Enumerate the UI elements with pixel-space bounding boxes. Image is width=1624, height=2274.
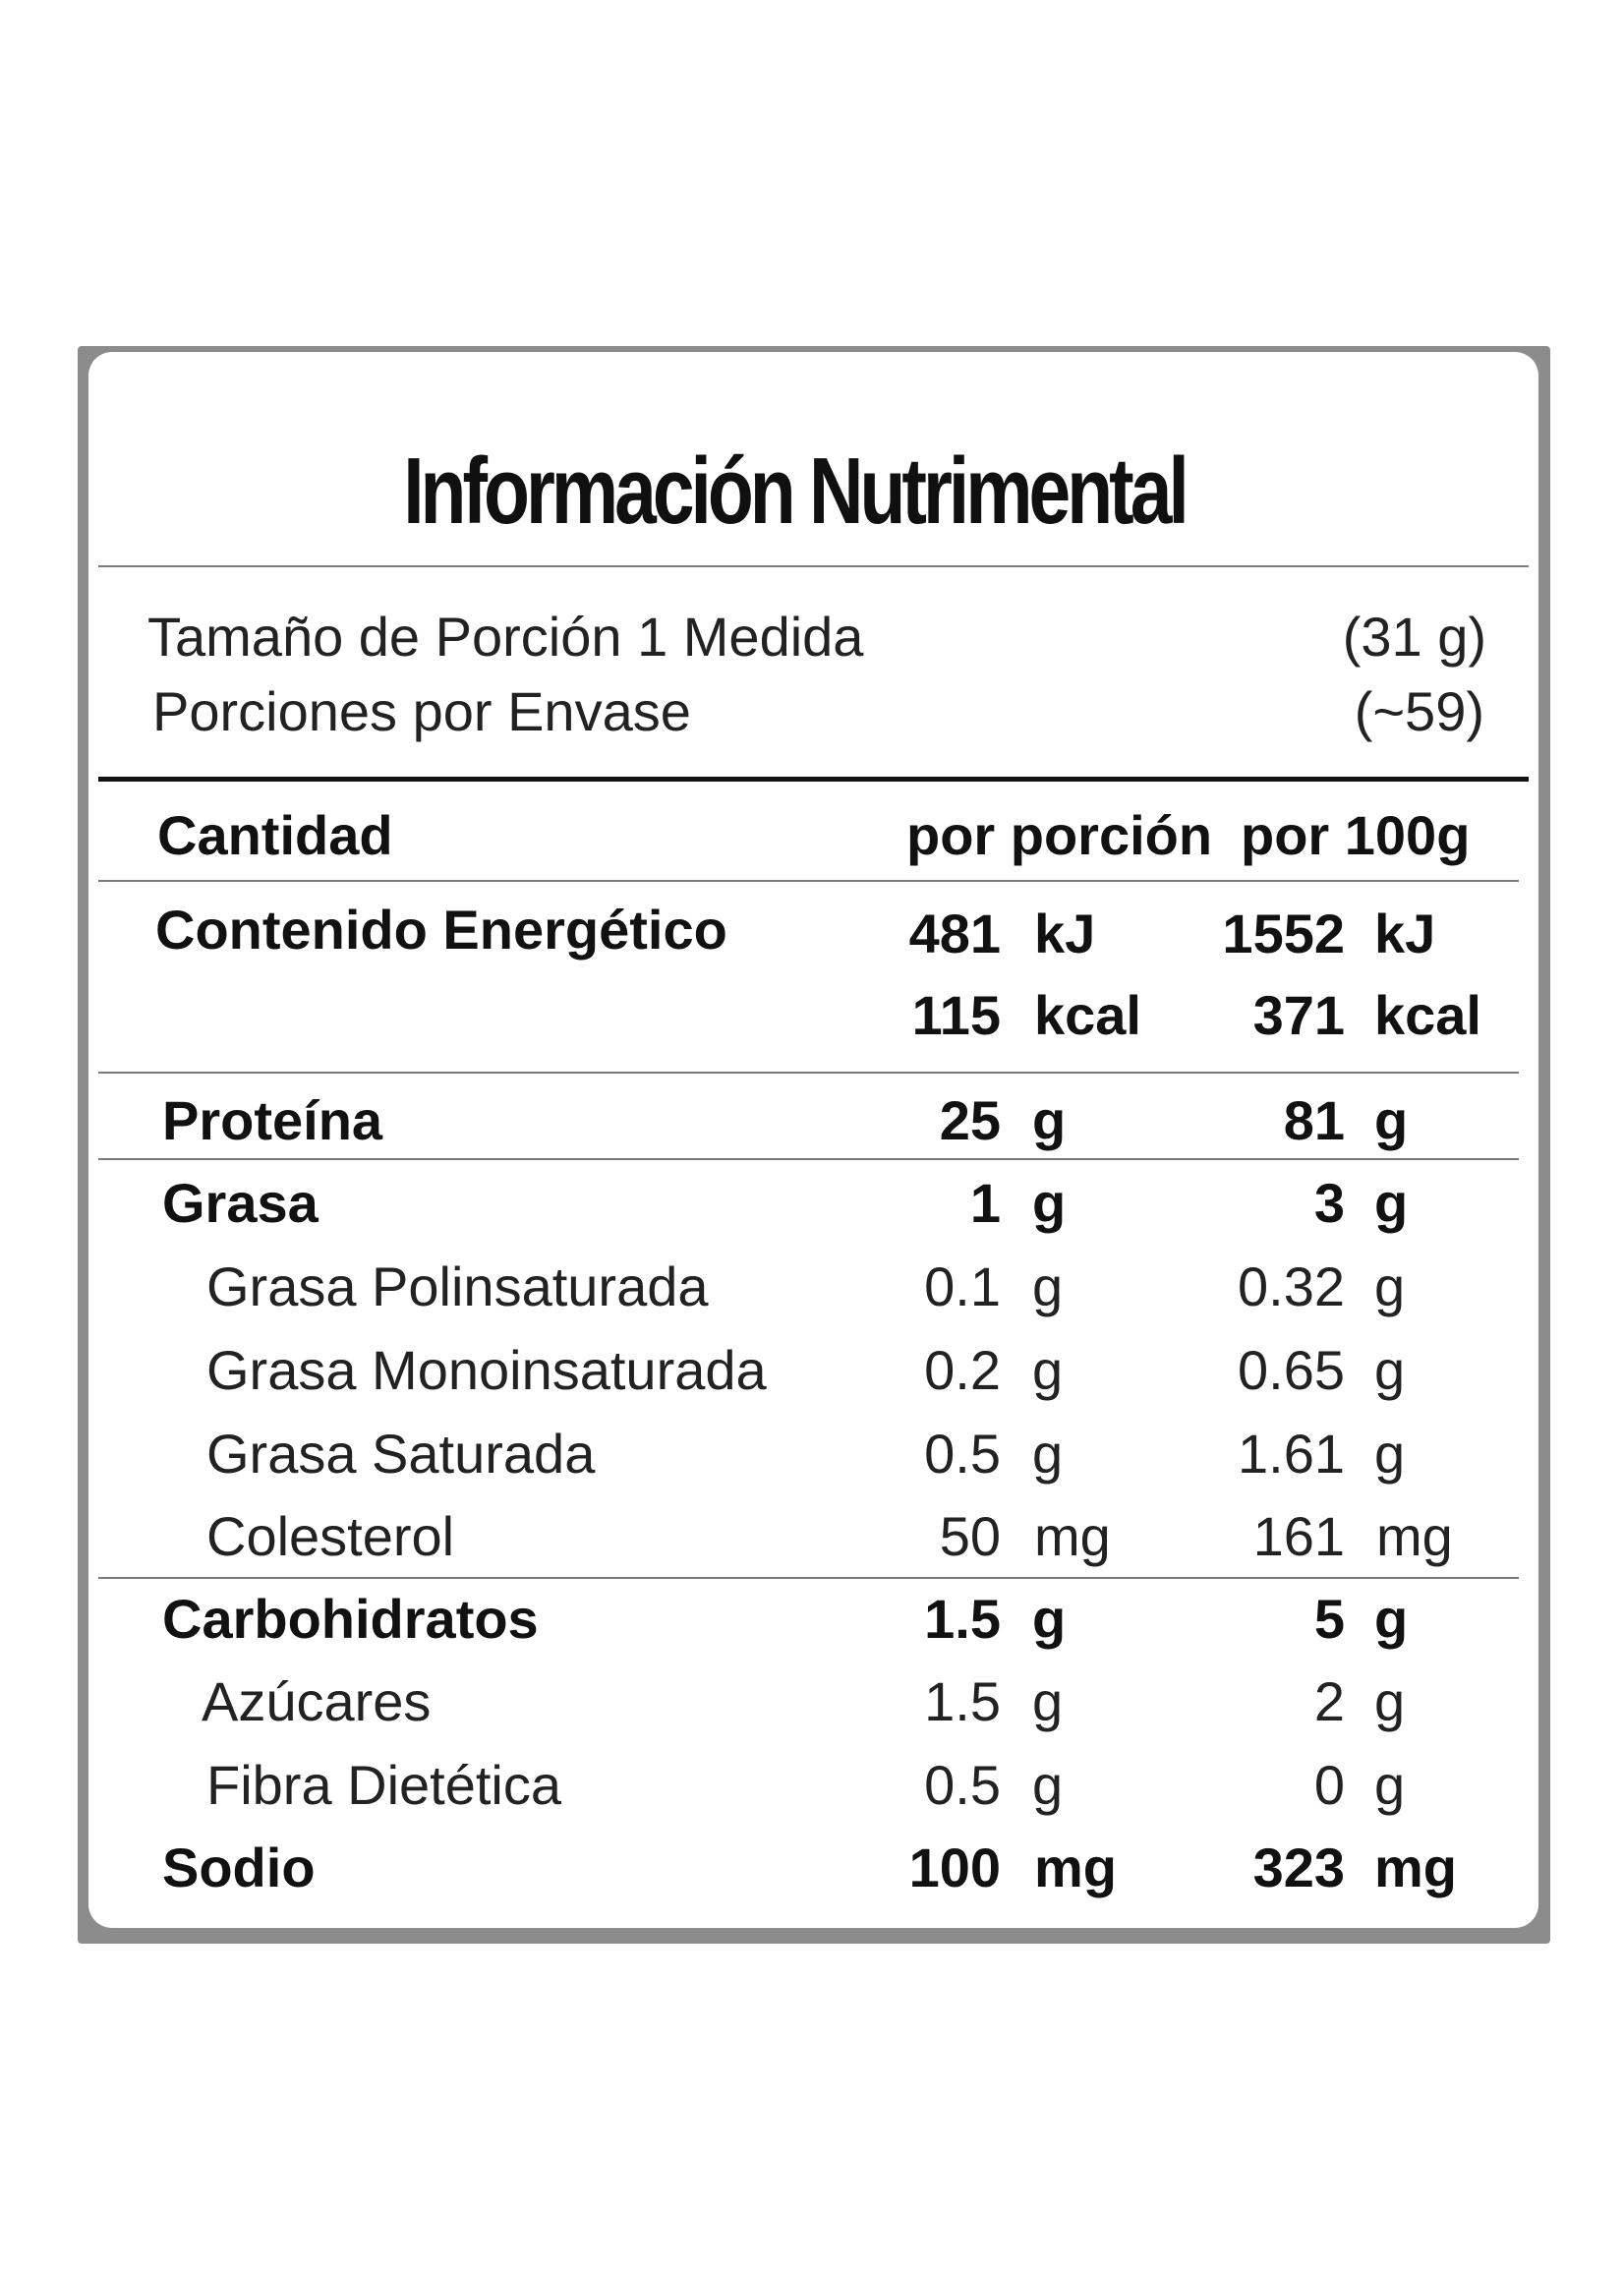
energy-per100-value: 371 (1252, 984, 1345, 1046)
energy-label: Contenido Energético (155, 899, 727, 961)
nutrient-serving-value: 1.5 (924, 1670, 1001, 1732)
nutrient-per100-unit: mg (1376, 1505, 1453, 1567)
nutrient-serving-unit: g (1032, 1172, 1067, 1234)
energy-per100-value: 1552 (1222, 903, 1345, 964)
nutrient-serving-value: 0.1 (924, 1255, 1001, 1317)
nutrient-per100-unit: g (1374, 1588, 1409, 1650)
serving-size-label: Tamaño de Porción 1 Medida (147, 606, 864, 668)
nutrient-per100-value: 323 (1252, 1837, 1345, 1898)
servings-per-container-label: Porciones por Envase (152, 680, 691, 742)
nutrient-per100-value: 161 (1252, 1505, 1345, 1567)
nutrient-label: Colesterol (206, 1505, 455, 1567)
nutrient-per100-unit: g (1374, 1754, 1406, 1816)
energy-per100-unit: kJ (1374, 903, 1436, 964)
nutrient-serving-value: 0.5 (924, 1754, 1001, 1816)
nutrient-per100-unit: g (1374, 1089, 1409, 1151)
nutrient-label: Fibra Dietética (206, 1754, 562, 1816)
nutrient-serving-value: 0.5 (924, 1423, 1001, 1485)
divider-under-cholesterol (98, 1577, 1519, 1579)
nutrient-label: Grasa (162, 1172, 319, 1234)
nutrient-serving-unit: mg (1034, 1837, 1117, 1898)
nutrient-per100-value: 0.32 (1238, 1255, 1345, 1317)
column-header-amount: Cantidad (157, 804, 393, 866)
nutrient-per100-value: 0 (1313, 1754, 1345, 1816)
nutrient-per100-value: 3 (1313, 1172, 1345, 1234)
nutrient-serving-value: 1.5 (924, 1588, 1001, 1650)
nutrient-label: Azúcares (202, 1670, 432, 1732)
nutrient-per100-unit: g (1374, 1339, 1406, 1401)
nutrient-label: Sodio (162, 1837, 316, 1898)
nutrient-per100-unit: g (1374, 1670, 1406, 1732)
serving-size-value: (31 g) (1342, 606, 1486, 668)
nutrient-label: Proteína (162, 1089, 383, 1151)
energy-serving-value: 481 (908, 903, 1001, 964)
nutrient-serving-value: 50 (939, 1505, 1001, 1567)
divider-under-energy (98, 1072, 1519, 1074)
nutrient-serving-value: 25 (939, 1089, 1001, 1151)
nutrient-serving-unit: g (1032, 1255, 1064, 1317)
servings-per-container-value: (~59) (1354, 680, 1484, 742)
nutrient-serving-unit: g (1032, 1423, 1064, 1485)
energy-serving-unit: kJ (1034, 903, 1096, 964)
nutrient-per100-value: 5 (1313, 1588, 1345, 1650)
divider-under-header (98, 880, 1519, 882)
nutrient-serving-unit: mg (1034, 1505, 1111, 1567)
energy-serving-unit: kcal (1034, 984, 1141, 1046)
nutrient-per100-value: 2 (1313, 1670, 1345, 1732)
nutrient-per100-value: 81 (1283, 1089, 1345, 1151)
divider-under-protein (98, 1158, 1519, 1160)
nutrient-serving-unit: g (1032, 1588, 1067, 1650)
nutrient-serving-unit: g (1032, 1339, 1064, 1401)
nutrient-serving-unit: g (1032, 1670, 1064, 1732)
nutrient-label: Grasa Monoinsaturada (206, 1339, 767, 1401)
column-header-per-serving: por porción (906, 804, 1213, 866)
nutrient-per100-unit: g (1374, 1172, 1409, 1234)
divider-under-title (98, 565, 1529, 567)
nutrient-serving-value: 100 (908, 1837, 1001, 1898)
nutrient-label: Carbohidratos (162, 1588, 539, 1650)
energy-serving-value: 115 (911, 984, 1001, 1046)
nutrient-per100-unit: g (1374, 1423, 1406, 1485)
nutrition-label-card (88, 352, 1538, 1928)
nutrient-per100-unit: g (1374, 1255, 1406, 1317)
nutrient-per100-value: 1.61 (1238, 1423, 1345, 1485)
nutrient-serving-unit: g (1032, 1089, 1067, 1151)
nutrient-serving-value: 0.2 (924, 1339, 1001, 1401)
nutrient-label: Grasa Polinsaturada (206, 1255, 709, 1317)
nutrient-label: Grasa Saturada (206, 1423, 596, 1485)
nutrient-per100-unit: mg (1374, 1837, 1457, 1898)
label-title: Información Nutrimental (403, 438, 1189, 544)
nutrient-per100-value: 0.65 (1238, 1339, 1345, 1401)
energy-per100-unit: kcal (1374, 984, 1481, 1046)
nutrient-serving-unit: g (1032, 1754, 1064, 1816)
column-header-per-100g: por 100g (1241, 804, 1471, 866)
nutrient-serving-value: 1 (969, 1172, 1001, 1234)
divider-thick (98, 777, 1529, 782)
